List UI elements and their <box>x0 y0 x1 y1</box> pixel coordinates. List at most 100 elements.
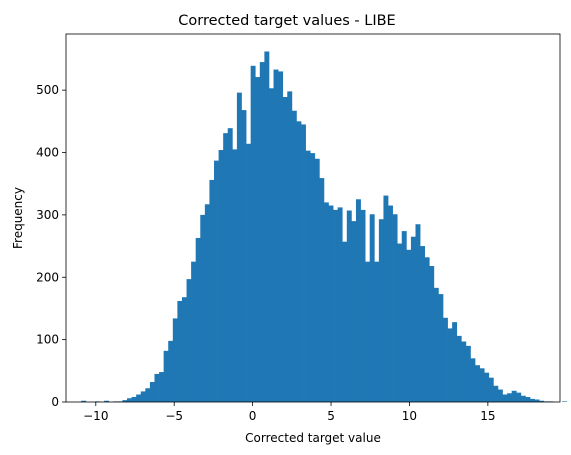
histogram-bar <box>388 205 393 402</box>
histogram-bar <box>401 231 407 402</box>
histogram-bar <box>268 88 274 402</box>
histogram-bar <box>447 328 453 402</box>
histogram-bar <box>241 110 247 402</box>
histogram-bar <box>406 249 412 402</box>
histogram-bar <box>278 71 284 403</box>
x-tick-label: 15 <box>480 409 495 423</box>
histogram-bar <box>264 51 270 403</box>
histogram-bar <box>479 368 485 402</box>
histogram-bar <box>140 391 146 402</box>
histogram-bar <box>378 219 384 402</box>
histogram-bar <box>246 143 251 402</box>
histogram-bar <box>250 65 256 402</box>
histogram-bar <box>149 382 155 402</box>
histogram-bar <box>291 110 297 402</box>
histogram-bar <box>456 335 462 402</box>
histogram-bar <box>136 394 142 402</box>
histogram-bar <box>200 214 206 402</box>
histogram-bar <box>470 358 476 402</box>
histogram-bar <box>355 199 361 402</box>
plot-frame <box>65 33 561 403</box>
histogram-bar <box>337 207 343 402</box>
y-tick-label: 0 <box>51 395 59 409</box>
x-tick-label: 0 <box>249 409 257 423</box>
y-axis-label: Frequency <box>11 187 25 249</box>
histogram-bar <box>383 195 389 402</box>
histogram-bar <box>475 365 480 402</box>
histogram-bar <box>186 279 192 402</box>
histogram-bar <box>310 153 316 402</box>
x-tick-label: 10 <box>402 409 417 423</box>
histogram-bar <box>346 210 352 402</box>
histogram-bar <box>420 246 426 402</box>
histogram-bars <box>81 51 567 403</box>
histogram-bar <box>397 243 403 402</box>
histogram-bar <box>195 237 201 402</box>
histogram-bar <box>461 341 467 402</box>
histogram-bar <box>319 178 325 402</box>
histogram-bar <box>497 389 503 402</box>
histogram-bar <box>507 393 513 402</box>
histogram-bar <box>502 394 508 402</box>
x-tick-label: −10 <box>83 409 108 423</box>
histogram-bar <box>433 287 439 402</box>
histogram-bar <box>415 224 421 402</box>
histogram-bar <box>218 150 224 402</box>
histogram-bar <box>204 204 210 402</box>
histogram-bar <box>516 392 522 402</box>
y-tick-label: 500 <box>36 83 59 97</box>
histogram-bar <box>351 221 357 402</box>
histogram-bar <box>131 397 137 402</box>
histogram-bar <box>145 388 151 402</box>
histogram-bar <box>287 91 293 402</box>
histogram-bar <box>465 345 471 402</box>
histogram-bar <box>223 133 229 403</box>
histogram-bar <box>181 297 187 402</box>
y-tick-label: 400 <box>36 146 59 160</box>
histogram-bar <box>214 160 219 402</box>
histogram-bar <box>314 158 320 402</box>
y-tick-label: 300 <box>36 208 59 222</box>
x-tick-label: 5 <box>327 409 335 423</box>
histogram-bar <box>429 266 435 402</box>
histogram-bar <box>488 377 494 402</box>
histogram-bar <box>154 373 160 402</box>
histogram-bar <box>511 390 517 402</box>
histogram-bar <box>232 149 238 402</box>
histogram-bar <box>442 317 448 402</box>
histogram-bar <box>333 209 338 402</box>
histogram-bar <box>177 300 183 402</box>
histogram-bar <box>236 92 242 402</box>
histogram-bar <box>529 398 535 402</box>
histogram-bar <box>305 150 311 402</box>
histogram-bar <box>273 69 279 403</box>
histogram-bar <box>520 395 526 402</box>
histogram-bar <box>282 97 288 402</box>
x-axis-label: Corrected target value <box>245 431 381 445</box>
x-tick-label: −5 <box>165 409 183 423</box>
histogram-bar <box>410 236 416 402</box>
histogram-bar <box>209 179 215 402</box>
x-axis-ticks: −10 −5 0 5 10 15 <box>83 402 496 423</box>
histogram-bar <box>424 257 430 402</box>
histogram-bar <box>365 261 371 402</box>
histogram-bar <box>360 209 366 402</box>
histogram-bar <box>259 62 265 402</box>
histogram-bar <box>227 128 233 402</box>
histogram-bar <box>484 372 490 402</box>
histogram-bar <box>127 398 132 402</box>
histogram-bar <box>255 77 261 402</box>
histogram-bar <box>296 121 302 402</box>
histogram-bar <box>168 340 174 402</box>
histogram-bar <box>342 241 348 402</box>
histogram-bar <box>328 205 334 402</box>
histogram-bar <box>525 397 531 402</box>
histogram-bar <box>562 401 567 402</box>
chart-title: Corrected target values - LIBE <box>178 13 395 29</box>
y-tick-label: 100 <box>36 333 59 347</box>
histogram-bar <box>493 385 499 402</box>
histogram-bar <box>452 322 458 402</box>
histogram-bar <box>374 261 380 402</box>
histogram-bar <box>81 400 87 402</box>
